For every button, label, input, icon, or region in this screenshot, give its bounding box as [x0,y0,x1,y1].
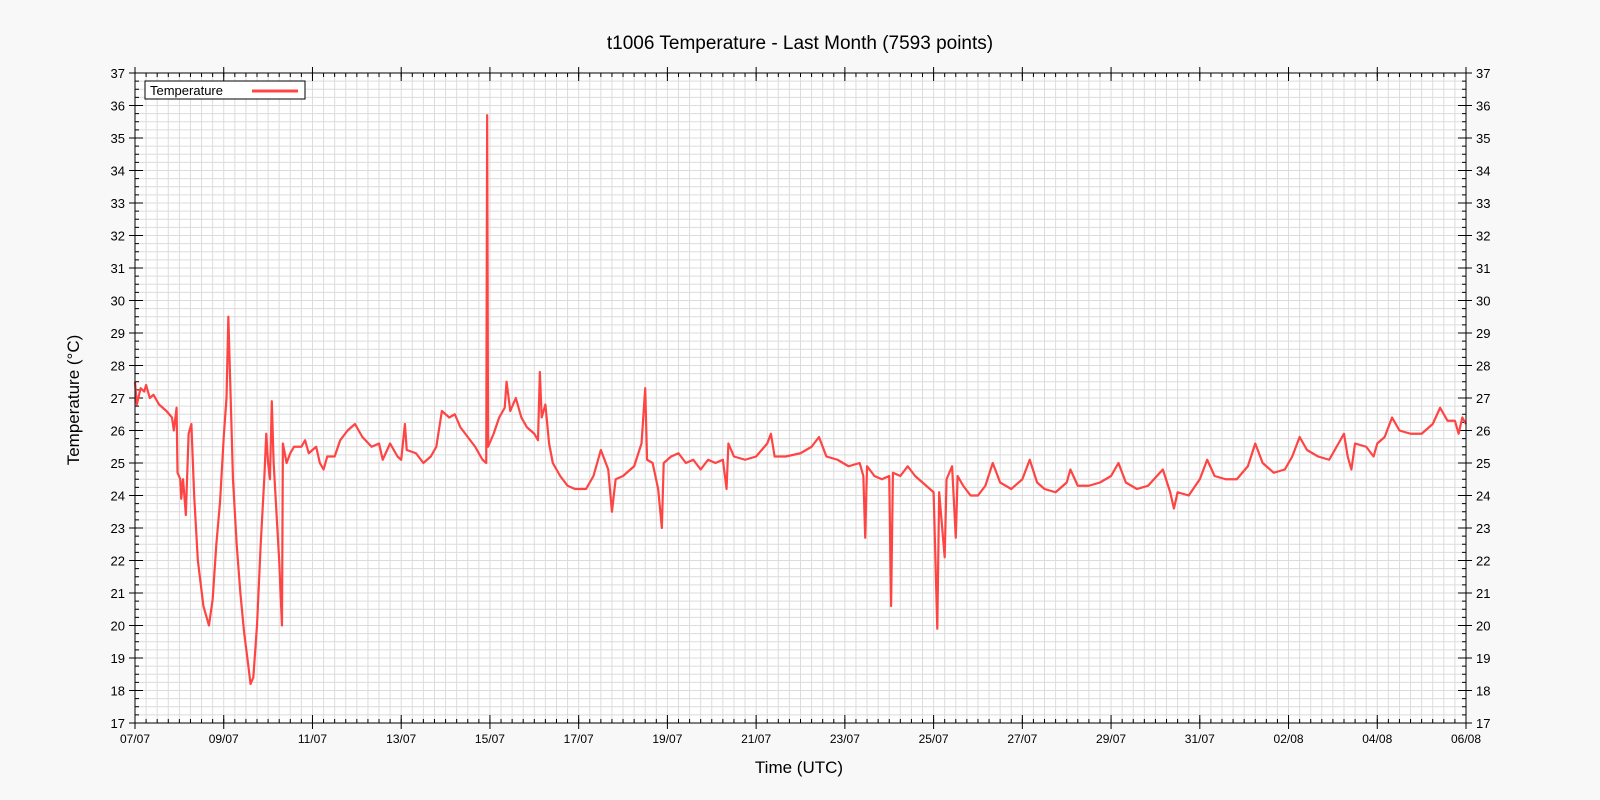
y-tick-label-right: 36 [1476,99,1490,114]
y-tick-label-left: 28 [111,359,125,374]
series-layer [133,114,1467,686]
y-tick-label-left: 25 [111,456,125,471]
x-tick-label: 06/08 [1451,732,1481,746]
x-tick-label: 23/07 [830,732,860,746]
y-tick-label-left: 35 [111,131,125,146]
legend-label-temperature: Temperature [150,83,223,98]
y-tick-label-left: 30 [111,294,125,309]
y-tick-label-right: 33 [1476,196,1490,211]
x-tick-label: 17/07 [564,732,594,746]
legend-box [144,80,306,100]
x-axis-labels: 07/07 09/07 11/07 13/07 15/07 17/07 19/07 21/07… [120,732,1481,746]
y-tick-label-right: 21 [1476,586,1490,601]
y-tick-label-right: 30 [1476,294,1490,309]
y-tick-label-left: 21 [111,586,125,601]
y-tick-label-right: 22 [1476,554,1490,569]
y-axis-labels-left: 17 18 19 20 21 22 23 24 25 26 27 28 29 30 31 32 33 34 35 36… [111,66,125,731]
x-tick-label: 04/08 [1362,732,1392,746]
y-tick-label-left: 37 [111,66,125,81]
y-tick-label-left: 32 [111,229,125,244]
y-tick-label-left: 26 [111,424,125,439]
x-tick-label: 13/07 [386,732,416,746]
y-tick-label-right: 25 [1476,456,1490,471]
x-tick-label: 15/07 [475,732,505,746]
y-tick-label-right: 20 [1476,619,1490,634]
y-tick-label-left: 29 [111,326,125,341]
y-tick-label-right: 31 [1476,261,1490,276]
y-axis-labels-right: 17 18 19 20 21 22 23 24 25 26 27 28 29 30 31 32 33 34 35 36… [1476,66,1490,731]
y-tick-label-left: 22 [111,554,125,569]
y-tick-label-right: 17 [1476,716,1490,731]
x-tick-label: 19/07 [652,732,682,746]
x-tick-label: 07/07 [120,732,150,746]
y-tick-label-right: 24 [1476,489,1490,504]
y-tick-label-right: 27 [1476,391,1490,406]
chart-title: t1006 Temperature - Last Month (7593 poi… [607,33,993,54]
y-tick-label-right: 18 [1476,684,1490,699]
plot-frame [134,72,1467,724]
x-tick-label: 27/07 [1007,732,1037,746]
x-tick-label: 11/07 [298,732,327,746]
y-tick-label-left: 20 [111,619,125,634]
y-tick-label-left: 34 [111,164,125,179]
y-tick-label-right: 29 [1476,326,1490,341]
x-tick-label: 31/07 [1185,732,1215,746]
y-tick-label-left: 24 [111,489,125,504]
x-tick-label: 25/07 [919,732,949,746]
y-tick-label-right: 35 [1476,131,1490,146]
y-tick-label-left: 36 [111,99,125,114]
y-tick-label-left: 33 [111,196,125,211]
y-tick-label-left: 31 [111,261,125,276]
y-axis-label: Temperature (°C) [64,335,83,466]
x-tick-label: 21/07 [741,732,771,746]
y-tick-label-left: 27 [111,391,125,406]
minor-gridlines [134,72,1467,724]
y-tick-label-right: 37 [1476,66,1490,81]
y-tick-label-right: 19 [1476,651,1490,666]
y-tick-label-right: 34 [1476,164,1490,179]
axis-ticks [129,67,1472,729]
x-tick-label: 29/07 [1096,732,1126,746]
y-tick-label-left: 17 [111,716,125,731]
y-tick-label-left: 23 [111,521,125,536]
x-tick-label: 02/08 [1274,732,1304,746]
x-tick-label: 09/07 [209,732,239,746]
legend: Temperature [144,80,306,100]
y-tick-label-left: 18 [111,684,125,699]
x-axis-label: Time (UTC) [755,758,843,777]
y-tick-label-right: 26 [1476,424,1490,439]
y-tick-label-right: 23 [1476,521,1490,536]
y-tick-label-right: 32 [1476,229,1490,244]
y-tick-label-left: 19 [111,651,125,666]
y-tick-label-right: 28 [1476,359,1490,374]
series-line-temperature [133,114,1467,686]
